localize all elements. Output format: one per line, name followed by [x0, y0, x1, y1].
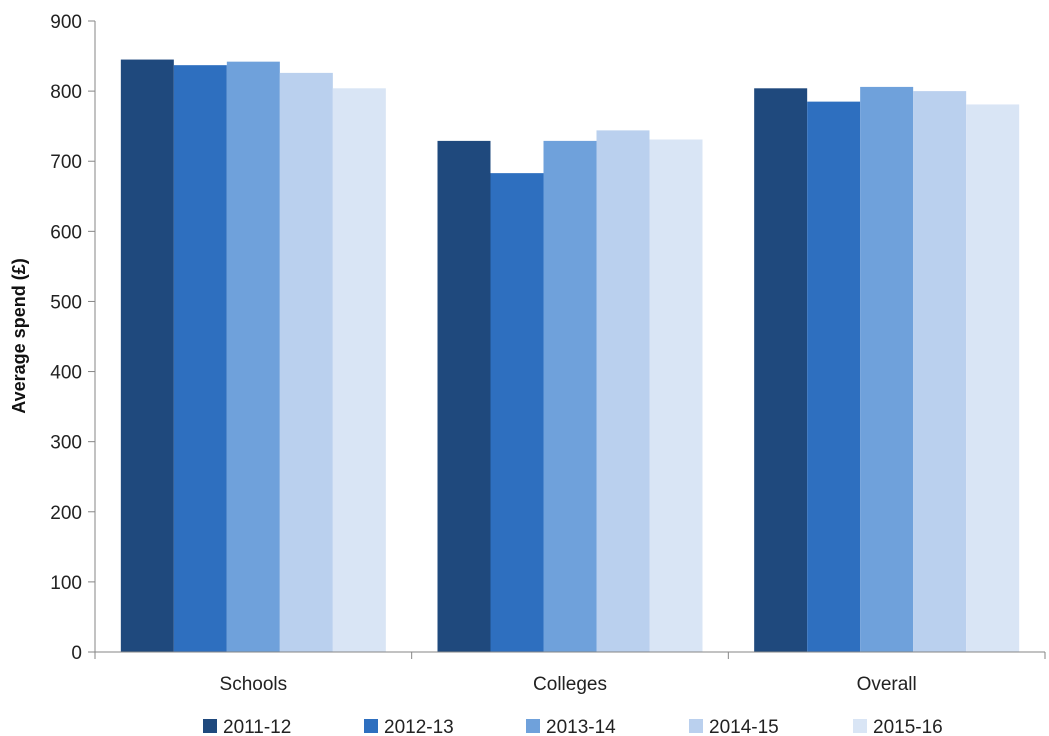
category-label: Schools	[220, 674, 288, 695]
y-tick-label: 400	[50, 363, 82, 384]
legend-swatch	[853, 719, 867, 733]
category-label: Colleges	[533, 674, 607, 695]
legend-label: 2013-14	[546, 717, 616, 736]
y-tick-label: 700	[50, 152, 82, 173]
bar-overall-2015-16	[966, 104, 1020, 652]
legend-label: 2012-13	[384, 717, 454, 736]
y-tick-label: 200	[50, 503, 82, 524]
bar-schools-2011-12	[120, 59, 174, 653]
bar-schools-2012-13	[173, 65, 227, 653]
y-tick-label: 300	[50, 433, 82, 454]
bar-overall-2011-12	[754, 88, 808, 653]
legend-swatch	[364, 719, 378, 733]
axes	[94, 21, 1046, 659]
y-tick-label: 600	[50, 222, 82, 243]
y-tick-label: 0	[71, 643, 82, 664]
y-axis-title: Average spend (£)	[9, 258, 29, 413]
bar-schools-2013-14	[226, 61, 280, 653]
legend-label: 2015-16	[873, 717, 943, 736]
legend-label: 2011-12	[223, 717, 291, 736]
bar-colleges-2015-16	[649, 139, 703, 652]
y-tick-label: 100	[50, 573, 82, 594]
legend-swatch	[526, 719, 540, 733]
bar-overall-2014-15	[913, 91, 967, 653]
bar-colleges-2014-15	[596, 130, 650, 652]
y-axis-ticks: 0 100 200 300 400 500 600 700 800 900	[50, 12, 95, 664]
bar-colleges-2012-13	[490, 173, 544, 652]
bar-colleges-2011-12	[437, 140, 491, 652]
bar-colleges-2013-14	[543, 140, 597, 652]
legend: 2011-12 2012-13 2013-14 2014-15 2015-16	[203, 717, 943, 736]
bar-schools-2015-16	[332, 88, 386, 653]
bars	[120, 59, 1020, 653]
y-tick-label: 800	[50, 82, 82, 103]
legend-label: 2014-15	[709, 717, 779, 736]
legend-swatch	[689, 719, 703, 733]
y-tick-label: 500	[50, 292, 82, 313]
bar-overall-2012-13	[807, 101, 861, 652]
y-tick-label: 900	[50, 12, 82, 33]
category-label: Overall	[857, 674, 917, 695]
x-axis-categories: Schools Colleges Overall	[220, 674, 917, 695]
bar-overall-2013-14	[860, 86, 914, 653]
legend-swatch	[203, 719, 217, 733]
bar-schools-2014-15	[279, 72, 333, 653]
